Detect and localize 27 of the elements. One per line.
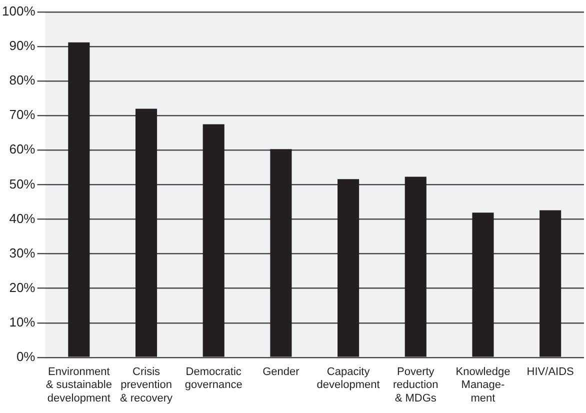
y-tick-label: 100% xyxy=(2,4,36,19)
y-tick-label: 70% xyxy=(9,107,36,122)
x-tick-label: Democratic governance xyxy=(184,366,242,392)
x-tick-label: Crisis prevention & recovery xyxy=(120,366,174,404)
y-tick-label: 40% xyxy=(9,210,36,226)
bar xyxy=(135,108,158,357)
y-tick-label: 30% xyxy=(9,245,36,260)
bar xyxy=(270,149,292,357)
y-tick-label: 10% xyxy=(9,314,36,330)
bar xyxy=(338,179,360,357)
x-tick-label: Environment & sustainable development xyxy=(46,366,112,404)
y-tick-label: 0% xyxy=(16,348,36,364)
bar xyxy=(202,124,224,357)
bar xyxy=(472,212,494,357)
y-tick-label: 60% xyxy=(9,142,36,157)
bar xyxy=(404,176,426,357)
x-tick-label: HIV/AIDS xyxy=(526,366,574,378)
y-tick-label: 90% xyxy=(9,38,36,54)
y-tick-label: 50% xyxy=(9,176,36,192)
x-tick-label: Knowledge Manage- ment xyxy=(456,366,510,404)
bar xyxy=(540,210,562,357)
x-tick-label: Capacity development xyxy=(316,366,380,392)
y-tick-label: 20% xyxy=(9,280,36,295)
bar xyxy=(68,42,90,357)
x-tick-label: Gender xyxy=(262,366,300,378)
y-tick-label: 80% xyxy=(9,72,36,88)
x-tick-label: Poverty reduction & MDGs xyxy=(393,366,438,404)
